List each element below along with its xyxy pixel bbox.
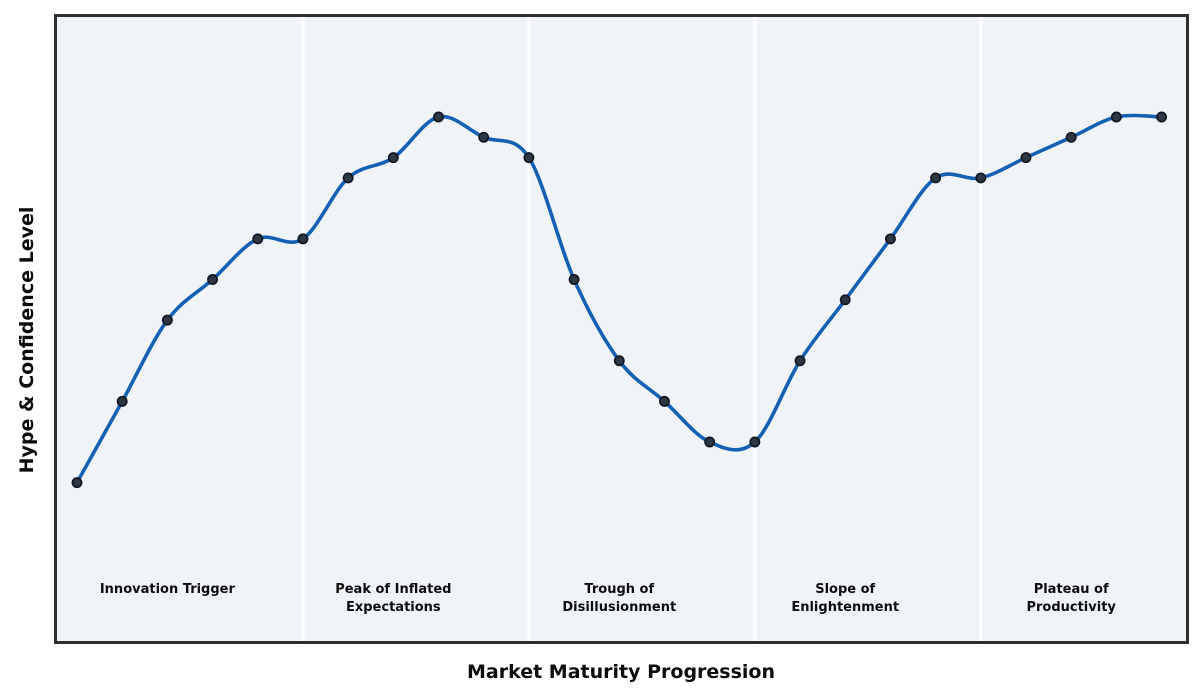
x-axis-label: Market Maturity Progression bbox=[466, 661, 776, 683]
phase-label-line: Plateau of bbox=[1033, 582, 1109, 597]
data-point-marker bbox=[161, 314, 173, 326]
data-point-marker bbox=[704, 436, 716, 448]
data-point-marker bbox=[116, 395, 128, 407]
phase-label-line: Peak of Inflated bbox=[335, 582, 452, 597]
phase-label-line: Enlightenment bbox=[791, 599, 900, 615]
phase-label-innovation-trigger: Innovation Trigger bbox=[57, 581, 277, 599]
data-point-marker bbox=[794, 355, 806, 367]
phase-label-line: Disillusionment bbox=[562, 599, 677, 615]
data-point-marker bbox=[252, 233, 264, 245]
data-point-marker bbox=[387, 152, 399, 164]
data-point-marker bbox=[839, 294, 851, 306]
hype-curve bbox=[75, 113, 1164, 485]
data-point-marker bbox=[1110, 111, 1122, 123]
plot-area: Innovation Trigger Peak of Inflated Expect… bbox=[54, 14, 1189, 644]
data-point-marker bbox=[207, 274, 219, 285]
phase-label-line: Innovation Trigger bbox=[99, 582, 235, 597]
phase-label-line: Expectations bbox=[345, 599, 441, 615]
data-point-marker bbox=[749, 436, 761, 448]
phase-label-plateau-of-productivity: Plateau of Productivity bbox=[961, 581, 1181, 616]
phase-label-slope-of-enlightenment: Slope of Enlightenment bbox=[735, 581, 955, 616]
data-point-marker bbox=[1020, 152, 1032, 164]
data-point-marker bbox=[478, 131, 490, 143]
data-point-marker bbox=[659, 395, 670, 407]
data-point-marker bbox=[568, 274, 580, 285]
y-axis-label: Hype & Confidence Level bbox=[16, 206, 38, 474]
data-point-marker bbox=[1156, 111, 1168, 123]
data-point-marker bbox=[297, 233, 309, 245]
phase-label-peak-of-inflated-expectations: Peak of Inflated Expectations bbox=[283, 581, 503, 616]
data-point-marker bbox=[884, 233, 896, 245]
data-point-marker bbox=[433, 111, 444, 123]
data-point-marker bbox=[342, 172, 354, 184]
data-point-marker bbox=[71, 477, 83, 489]
data-point-marker bbox=[1065, 131, 1077, 143]
phase-label-line: Productivity bbox=[1026, 599, 1116, 615]
data-point-marker bbox=[930, 172, 942, 184]
phase-label-trough-of-disillusionment: Trough of Disillusionment bbox=[509, 581, 729, 616]
phase-label-line: Slope of bbox=[815, 582, 876, 597]
phase-label-line: Trough of bbox=[584, 582, 655, 597]
data-point-marker bbox=[975, 172, 987, 184]
hype-cycle-chart bbox=[71, 17, 1168, 641]
data-point-marker bbox=[613, 355, 625, 367]
data-point-marker bbox=[523, 152, 535, 164]
